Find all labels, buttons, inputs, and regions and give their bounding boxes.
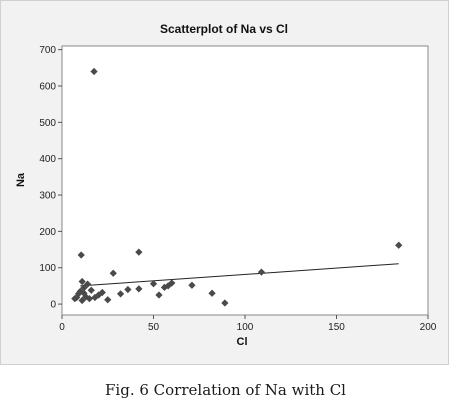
y-tick-label: 400 bbox=[39, 154, 56, 165]
x-tick-label: 0 bbox=[59, 322, 65, 333]
data-point bbox=[395, 241, 403, 249]
data-point bbox=[149, 280, 158, 288]
data-point bbox=[208, 289, 216, 297]
y-tick-label: 200 bbox=[39, 227, 56, 238]
data-point bbox=[116, 290, 125, 298]
data-point bbox=[90, 67, 98, 76]
data-point bbox=[91, 293, 99, 302]
data-point bbox=[124, 285, 132, 294]
data-point bbox=[71, 295, 79, 303]
data-point bbox=[104, 296, 112, 304]
x-tick-label: 100 bbox=[237, 322, 254, 333]
x-tick-label: 200 bbox=[420, 322, 437, 333]
y-tick-label: 0 bbox=[50, 300, 56, 311]
axes: 0 100 200 300 400 500 600 700 0 50 100 150 200 bbox=[39, 45, 436, 333]
y-tick-label: 300 bbox=[39, 191, 56, 202]
fit-line-layer bbox=[80, 263, 399, 287]
data-point bbox=[188, 281, 196, 289]
data-point bbox=[257, 268, 266, 276]
data-point bbox=[98, 288, 106, 297]
data-point bbox=[155, 291, 163, 299]
figure-caption: Fig. 6 Correlation of Na with Cl bbox=[105, 381, 346, 399]
data-point bbox=[80, 289, 88, 297]
plot-area bbox=[61, 45, 429, 316]
data-point bbox=[87, 286, 95, 294]
y-axis-label: Na bbox=[15, 172, 27, 187]
x-tick-label: 50 bbox=[148, 322, 160, 333]
data-point bbox=[77, 251, 85, 259]
scatter-chart: Scatterplot of Na vs Cl 0100200300400500… bbox=[15, 22, 437, 348]
data-point bbox=[78, 296, 86, 305]
x-axis-label: Cl bbox=[237, 336, 248, 348]
data-point bbox=[135, 248, 143, 256]
data-point bbox=[221, 299, 229, 307]
chart-title: Scatterplot of Na vs Cl bbox=[160, 22, 288, 36]
x-tick-label: 150 bbox=[328, 322, 345, 333]
data-point bbox=[78, 277, 86, 286]
y-tick-label: 600 bbox=[39, 81, 56, 92]
y-tick-label: 100 bbox=[39, 263, 56, 274]
y-tick-label: 700 bbox=[39, 45, 56, 56]
data-point bbox=[168, 279, 176, 287]
data-point bbox=[83, 280, 92, 288]
data-point bbox=[109, 269, 117, 277]
data-point bbox=[135, 285, 143, 293]
points-layer bbox=[71, 67, 403, 307]
regression-line bbox=[80, 263, 399, 287]
y-tick-label: 500 bbox=[39, 118, 56, 129]
